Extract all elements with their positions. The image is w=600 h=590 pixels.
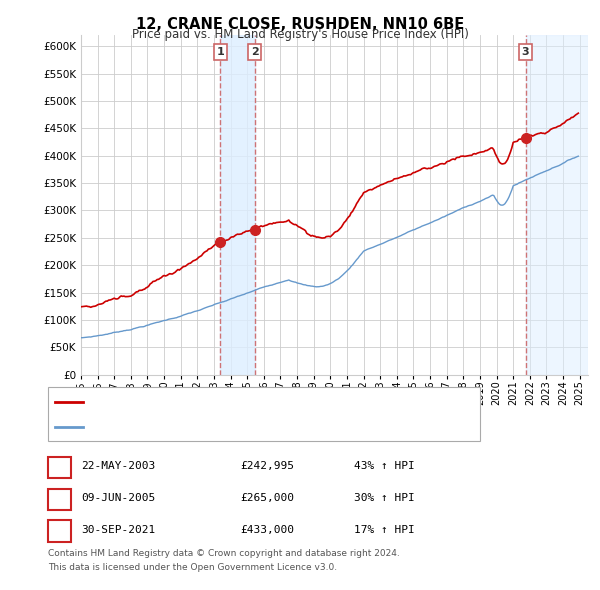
Text: £265,000: £265,000	[240, 493, 294, 503]
Text: 1: 1	[55, 460, 64, 473]
Text: HPI: Average price, detached house, North Northamptonshire: HPI: Average price, detached house, Nort…	[89, 422, 409, 432]
Text: This data is licensed under the Open Government Licence v3.0.: This data is licensed under the Open Gov…	[48, 563, 337, 572]
Text: 3: 3	[522, 47, 529, 57]
Text: 12, CRANE CLOSE, RUSHDEN, NN10 6BE: 12, CRANE CLOSE, RUSHDEN, NN10 6BE	[136, 17, 464, 32]
Text: 43% ↑ HPI: 43% ↑ HPI	[354, 461, 415, 471]
Text: 12, CRANE CLOSE, RUSHDEN, NN10 6BE (detached house): 12, CRANE CLOSE, RUSHDEN, NN10 6BE (deta…	[89, 396, 393, 407]
Text: 2: 2	[55, 491, 64, 504]
Text: 17% ↑ HPI: 17% ↑ HPI	[354, 525, 415, 535]
Bar	[220, 35, 254, 375]
Text: 30% ↑ HPI: 30% ↑ HPI	[354, 493, 415, 503]
Text: Contains HM Land Registry data © Crown copyright and database right 2024.: Contains HM Land Registry data © Crown c…	[48, 549, 400, 558]
Text: 30-SEP-2021: 30-SEP-2021	[82, 525, 156, 535]
Text: 09-JUN-2005: 09-JUN-2005	[82, 493, 156, 503]
Text: Price paid vs. HM Land Registry's House Price Index (HPI): Price paid vs. HM Land Registry's House …	[131, 28, 469, 41]
Bar	[526, 35, 588, 375]
Text: 2: 2	[251, 47, 259, 57]
Text: 22-MAY-2003: 22-MAY-2003	[82, 461, 156, 471]
Text: 1: 1	[217, 47, 224, 57]
Text: £242,995: £242,995	[240, 461, 294, 471]
Text: £433,000: £433,000	[240, 525, 294, 535]
Text: 3: 3	[55, 523, 64, 536]
